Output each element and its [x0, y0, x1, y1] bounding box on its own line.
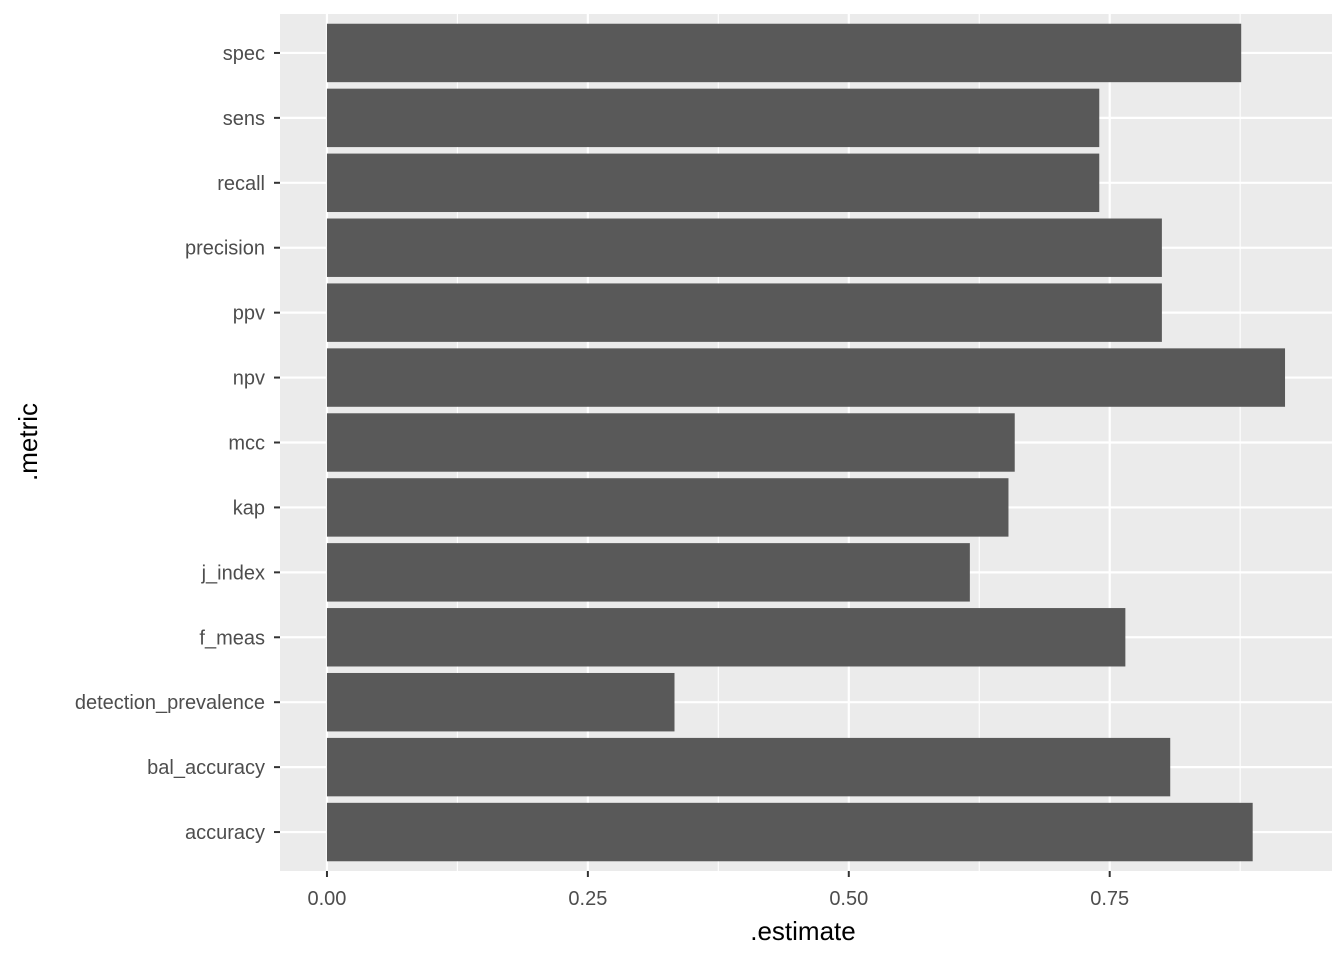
- bar-recall: [326, 153, 1100, 213]
- y-tick-label: npv: [233, 368, 265, 390]
- y-tick-label: recall: [217, 173, 265, 195]
- bar-accuracy: [326, 802, 1253, 862]
- bar-mcc: [326, 413, 1015, 472]
- y-tick-label: ppv: [233, 303, 265, 325]
- y-tick-label: f_meas: [199, 627, 265, 649]
- y-tick-label: detection_prevalence: [75, 692, 265, 714]
- x-axis-title: .estimate: [750, 916, 856, 946]
- x-tick-label: 0.25: [568, 888, 607, 910]
- y-tick-label: kap: [233, 497, 265, 519]
- y-tick-label: precision: [185, 238, 265, 260]
- y-tick-label: mcc: [228, 433, 265, 455]
- bar-precision: [326, 218, 1162, 277]
- bar-f-meas: [326, 608, 1126, 667]
- bar-detection-prevalence: [326, 672, 675, 732]
- bar-ppv: [326, 283, 1162, 342]
- x-tick-label: 0.50: [829, 888, 868, 910]
- x-tick-label: 0.00: [307, 888, 346, 910]
- y-tick-label: bal_accuracy: [147, 757, 265, 779]
- x-tick-label: 0.75: [1090, 888, 1129, 910]
- bars: [326, 23, 1286, 862]
- bar-j-index: [326, 543, 970, 602]
- bar-kap: [326, 478, 1009, 537]
- y-axis: accuracy bal_accuracy detection_prevalence…: [75, 43, 280, 844]
- y-tick-label: accuracy: [185, 822, 265, 844]
- bar-spec: [326, 23, 1242, 83]
- bar-npv: [326, 348, 1286, 407]
- bar-sens: [326, 88, 1100, 148]
- y-axis-title: .metric: [13, 403, 43, 481]
- bar-bal-accuracy: [326, 737, 1171, 797]
- x-axis: 0.00 0.25 0.50 0.75: [307, 871, 1129, 910]
- y-tick-label: sens: [223, 108, 265, 130]
- y-tick-label: j_index: [201, 562, 265, 584]
- y-tick-label: spec: [223, 43, 265, 65]
